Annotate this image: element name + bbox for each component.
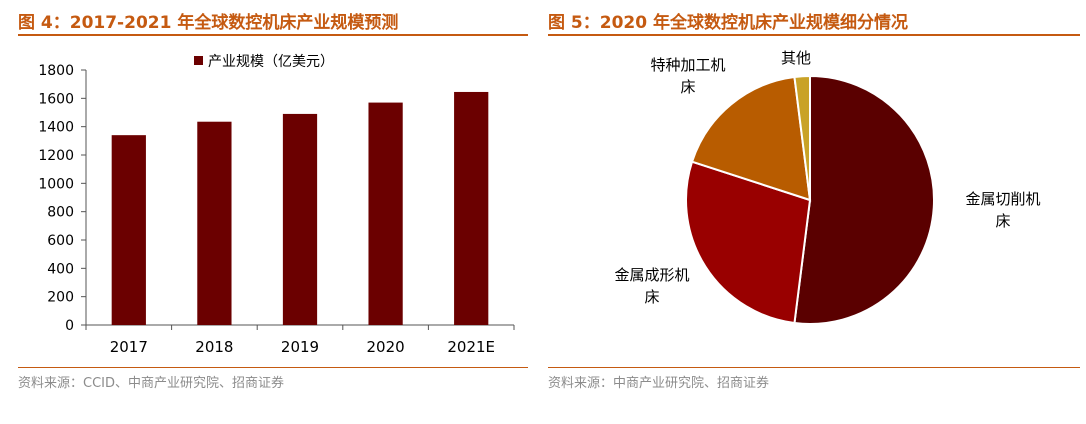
legend-swatch bbox=[194, 56, 203, 65]
pie-slice-2 bbox=[685, 160, 812, 325]
bar-2020 bbox=[368, 102, 403, 325]
bar-chart-panel: 图 4：2017-2021 年全球数控机床产业规模预测 0 200 400 600 80… bbox=[0, 0, 530, 424]
pie-slice-4 bbox=[793, 74, 811, 201]
bar-2021E bbox=[454, 91, 489, 325]
x-tick-label: 2019 bbox=[281, 338, 319, 356]
pie-label: 金属成形机床 bbox=[614, 266, 689, 306]
y-tick-label: 600 bbox=[47, 233, 74, 249]
y-tick-label: 200 bbox=[47, 290, 74, 306]
title-rule bbox=[18, 34, 528, 36]
x-tick-label: 2021E bbox=[447, 338, 495, 356]
x-tick-label: 2020 bbox=[367, 338, 405, 356]
x-tick-label: 2018 bbox=[195, 338, 233, 356]
y-tick-label: 1400 bbox=[38, 120, 74, 136]
legend-label: 产业规模（亿美元） bbox=[208, 54, 334, 70]
y-tick-label: 1000 bbox=[38, 176, 74, 192]
y-tick-label: 800 bbox=[47, 205, 74, 221]
bar-2017 bbox=[111, 135, 146, 325]
y-tick-label: 1800 bbox=[38, 63, 74, 79]
bar-2018 bbox=[197, 121, 232, 325]
source-rule bbox=[548, 367, 1080, 368]
pie-label: 特种加工机床 bbox=[650, 56, 725, 96]
y-tick-label: 1600 bbox=[38, 91, 74, 107]
pie-label: 金属切削机床 bbox=[965, 190, 1040, 230]
bar-chart: 0 200 400 600 800 1000 1200 1400 1600 1800 2017 201… bbox=[38, 54, 515, 356]
figure-5-source: 资料来源：中商产业研究院、招商证券 bbox=[548, 376, 770, 391]
figure-5-title: 图 5：2020 年全球数控机床产业规模细分情况 bbox=[548, 13, 908, 33]
bar-2019 bbox=[282, 113, 318, 326]
pie-slice-3 bbox=[690, 75, 812, 202]
title-rule bbox=[548, 34, 1080, 36]
figure-4-source: 资料来源：CCID、中商产业研究院、招商证券 bbox=[18, 376, 284, 391]
x-tick-label: 2017 bbox=[110, 338, 148, 356]
pie-chart-panel: 图 5：2020 年全球数控机床产业规模细分情况 金属切削机床金属成形机床 特种加… bbox=[548, 0, 1086, 424]
y-tick-label: 1200 bbox=[38, 148, 74, 164]
pie-slice-1 bbox=[793, 74, 935, 325]
y-tick-label: 0 bbox=[65, 318, 74, 334]
source-rule bbox=[18, 367, 528, 368]
y-tick-label: 400 bbox=[47, 261, 74, 277]
figure-4-title: 图 4：2017-2021 年全球数控机床产业规模预测 bbox=[18, 13, 399, 33]
pie-label: 其他 bbox=[781, 49, 811, 67]
